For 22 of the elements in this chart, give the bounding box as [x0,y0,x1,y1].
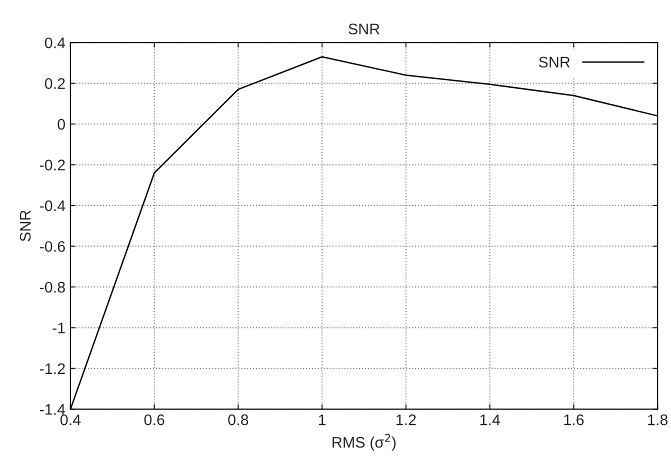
x-tick-label: 1.2 [396,414,416,426]
x-axis-title: RMS (σ$^{2}$) [332,434,396,451]
y-tick-label: -0.4 [40,200,66,212]
y-tick-label: -1 [52,322,65,334]
x-tick-label: 1.4 [480,414,500,426]
x-tick-label: 1.6 [564,414,584,426]
y-tick-label: -1.4 [40,404,66,415]
x-tick-label: 1.8 [648,414,668,426]
y-tick-label: -1.2 [40,363,65,374]
legend-label: SNR [538,56,570,68]
y-tick-label: -0.8 [40,282,65,293]
y-axis-title: SNR [20,210,31,242]
x-tick-label: 0.4 [60,414,81,426]
y-tick-label: -0.2 [40,160,65,170]
y-tick-label: -0.6 [40,241,65,252]
x-tick-label: 0.6 [144,414,164,426]
y-tick-label: 0.2 [44,78,65,89]
y-tick-label: 0 [58,118,65,130]
y-tick-label: 0.4 [44,37,66,48]
x-tick-label: 0.8 [228,414,248,426]
x-tick-label: 1 [318,414,326,426]
chart-title: SNR [348,24,380,34]
